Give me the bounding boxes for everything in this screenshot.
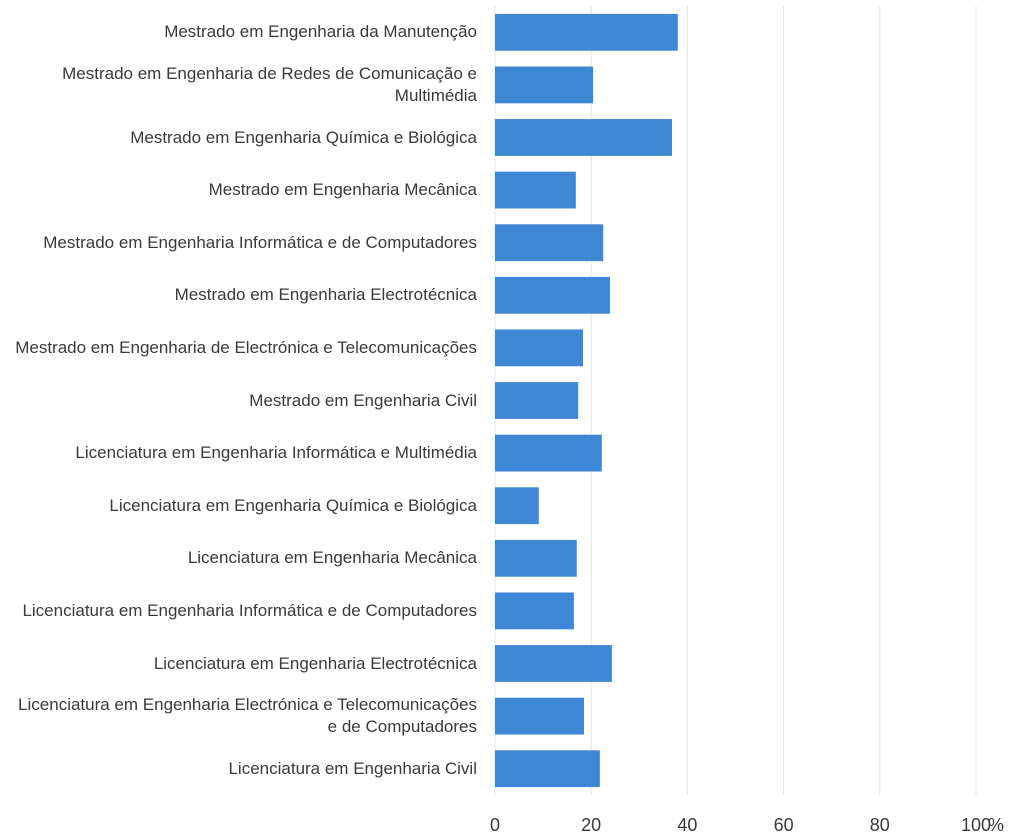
y-tick-label: Mestrado em Engenharia Civil [249, 390, 477, 410]
y-tick-label: Licenciatura em Engenharia Informática e… [75, 443, 477, 463]
bar [495, 13, 678, 51]
bar [495, 66, 594, 104]
y-tick-label: Mestrado em Engenharia da Manutenção [164, 22, 477, 42]
y-tick-label: Licenciatura em Engenharia Química e Bio… [109, 495, 477, 515]
bar [495, 119, 673, 156]
x-tick-label: 100 [961, 815, 991, 834]
y-tick-label: Mestrado em Engenharia Informática e de … [43, 232, 477, 252]
bar [495, 697, 584, 735]
y-tick-label: Mestrado em Engenharia de Redes de Comun… [62, 63, 477, 105]
x-axis-label: % [988, 815, 1004, 834]
bar [495, 592, 574, 630]
x-tick-label: 0 [490, 815, 500, 834]
y-tick-label: Mestrado em Engenharia de Electrónica e … [15, 337, 477, 357]
y-tick-label: Mestrado em Engenharia Electrotécnica [174, 285, 477, 305]
bar [495, 382, 579, 419]
x-tick-label: 80 [870, 815, 890, 834]
bar [495, 329, 584, 367]
bar [495, 487, 539, 525]
bar [495, 539, 577, 577]
x-tick-label: 20 [581, 815, 601, 834]
bar [495, 750, 600, 788]
bar [495, 645, 612, 682]
y-tick-label: Licenciatura em Engenharia Civil [228, 758, 477, 778]
bar [495, 434, 602, 472]
bar [495, 171, 576, 209]
y-tick-label: Licenciatura em Engenharia Informática e… [22, 600, 477, 620]
y-tick-label: Licenciatura em Engenharia Electrotécnic… [153, 653, 477, 673]
y-tick-label: Licenciatura em Engenharia Mecânica [187, 548, 477, 568]
y-tick-label: Licenciatura em Engenharia Electrónica e… [18, 695, 477, 737]
y-tick-label: Mestrado em Engenharia Mecânica [208, 180, 477, 200]
bar [495, 224, 604, 262]
y-tick-label: Mestrado em Engenharia Química e Biológi… [130, 127, 477, 147]
x-tick-label: 40 [677, 815, 697, 834]
bar [495, 276, 610, 314]
x-tick-label: 60 [774, 815, 794, 834]
